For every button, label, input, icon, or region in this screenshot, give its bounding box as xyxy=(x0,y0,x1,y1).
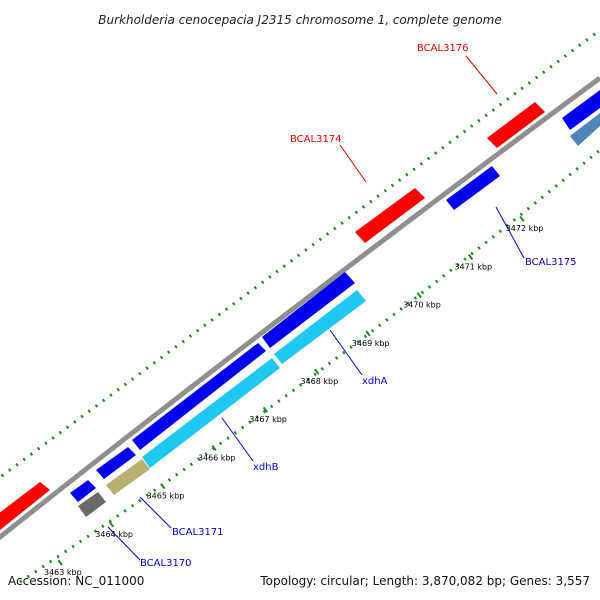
leader-bcal3176 xyxy=(465,55,498,95)
accession-text: Accession: NC_011000 xyxy=(8,574,145,588)
scale-tick-label: 3464 kbp xyxy=(95,530,133,539)
label-bcal3174[interactable]: BCAL3174 xyxy=(290,134,342,145)
gene-forward-left[interactable] xyxy=(0,482,50,530)
gene-reverse-small-2[interactable] xyxy=(96,447,136,479)
gene-xdhb-blue[interactable] xyxy=(132,343,266,450)
scale-tick-label: 3468 kbp xyxy=(301,377,339,386)
scale-tick-label: 3465 kbp xyxy=(147,492,185,501)
scale-ticks: 3463 kbp 3464 kbp 3465 kbp 3466 kbp 3467 kbp… xyxy=(44,215,544,577)
scale-tick-mark xyxy=(262,406,269,413)
scale-tick-label: 3471 kbp xyxy=(454,262,492,271)
cds-xdha-cyan[interactable] xyxy=(274,290,366,364)
gene-xdha-blue[interactable] xyxy=(262,272,355,348)
leader-xdhb xyxy=(221,417,254,462)
scale-tick-mark xyxy=(416,292,422,299)
cds-bcal3171-olive[interactable] xyxy=(106,459,150,495)
leader-bcal3171 xyxy=(139,496,172,529)
gene-bcal3175[interactable] xyxy=(446,166,500,210)
scale-tick-mark xyxy=(57,559,63,566)
cds-gray[interactable] xyxy=(78,492,106,517)
scale-tick-label: 3467 kbp xyxy=(249,415,287,424)
leader-xdha xyxy=(329,329,363,376)
scale-tick-label: 3466 kbp xyxy=(198,453,236,462)
scale-tick-mark xyxy=(314,368,320,375)
backbone xyxy=(0,75,600,541)
scale-tick-label: 3463 kbp xyxy=(44,568,82,577)
scale-tick-label: 3470 kbp xyxy=(403,301,441,310)
gene-bcal3174[interactable] xyxy=(355,188,425,243)
scale-tick-mark xyxy=(211,445,217,451)
label-bcal3175[interactable]: BCAL3175 xyxy=(525,257,577,268)
gene-reverse-small-1[interactable] xyxy=(70,480,96,502)
cds-xdhb-cyan[interactable] xyxy=(142,358,280,468)
inner-dotted-ring xyxy=(19,148,600,584)
scale-tick-mark xyxy=(467,254,474,260)
gene-bcal3176[interactable] xyxy=(487,102,545,148)
label-xdhb[interactable]: xdhB xyxy=(253,462,279,473)
scale-tick-mark xyxy=(108,521,115,528)
scale-tick-label: 3472 kbp xyxy=(506,224,544,233)
label-xdha[interactable]: xdhA xyxy=(362,376,388,387)
cds-steel[interactable] xyxy=(570,113,600,146)
scale-tick-mark xyxy=(160,483,166,490)
leader-bcal3175 xyxy=(495,206,525,259)
leader-bcal3174 xyxy=(339,144,367,183)
leader-bcal3170 xyxy=(107,526,141,561)
scale-tick-mark xyxy=(365,330,371,337)
map-title: Burkholderia cenocepacia J2315 chromosom… xyxy=(98,13,501,27)
label-bcal3176[interactable]: BCAL3176 xyxy=(417,43,469,54)
label-bcal3171[interactable]: BCAL3171 xyxy=(172,527,224,538)
gene-reverse-right[interactable] xyxy=(562,90,600,130)
scale-tick-label: 3469 kbp xyxy=(352,339,390,348)
outer-dotted-ring xyxy=(0,28,600,480)
label-bcal3170[interactable]: BCAL3170 xyxy=(140,558,192,569)
scale-tick-mark xyxy=(519,215,525,222)
genome-summary-text: Topology: circular; Length: 3,870,082 bp… xyxy=(260,574,590,588)
